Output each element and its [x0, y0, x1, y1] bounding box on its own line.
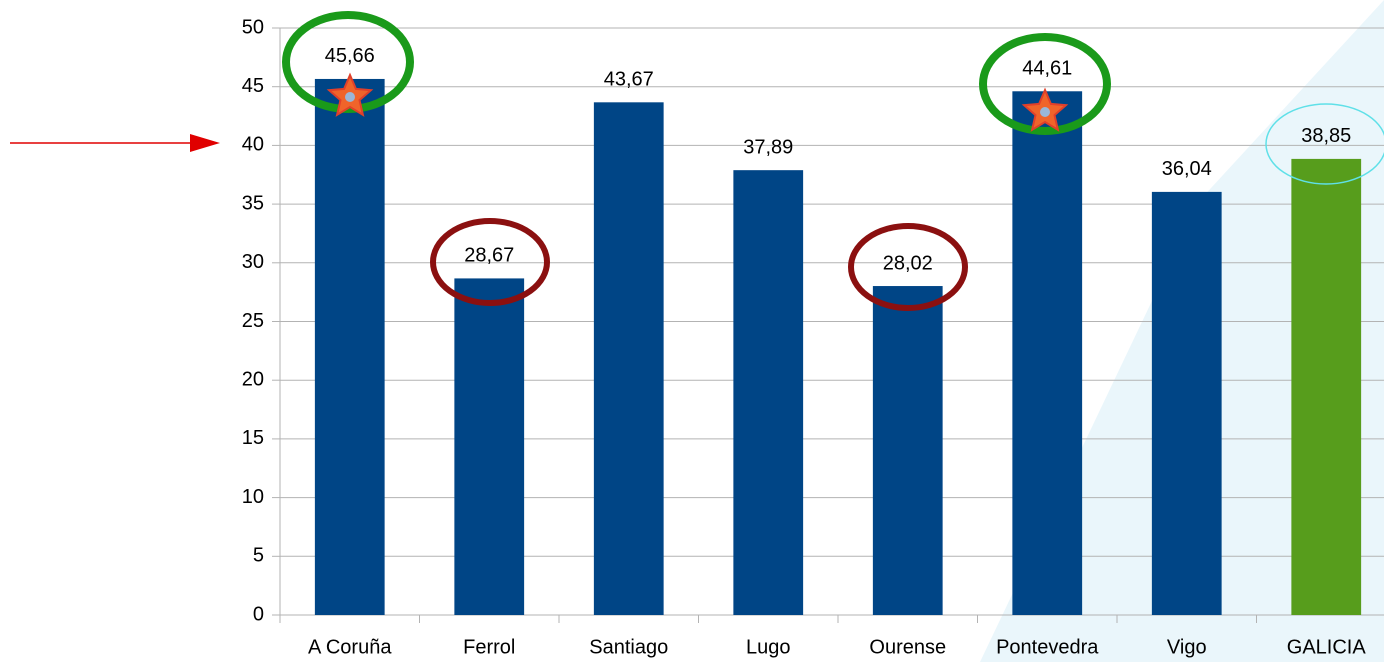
star-center: [1040, 107, 1050, 117]
bar: [1291, 158, 1362, 615]
x-tick-label: Ferrol: [463, 636, 515, 658]
data-label: 38,85: [1301, 125, 1351, 147]
bar: [733, 170, 804, 616]
y-tick-label: 20: [242, 368, 264, 390]
star: [1021, 87, 1069, 132]
highlight-ellipse: [430, 218, 550, 306]
y-tick-label: 30: [242, 251, 264, 273]
y-tick-label: 35: [242, 192, 264, 214]
data-label: 28,02: [883, 252, 933, 274]
star: [326, 72, 374, 117]
star-center: [345, 92, 355, 102]
x-tick-label: Vigo: [1167, 636, 1207, 658]
data-label: 36,04: [1162, 158, 1212, 180]
highlight-ellipse: [979, 33, 1111, 135]
y-tick-label: 0: [253, 603, 264, 625]
y-tick-label: 50: [242, 16, 264, 38]
y-tick-label: 10: [242, 486, 264, 508]
data-label: 44,61: [1022, 58, 1072, 80]
plot-area: 0 5 10 15 20 25 30 35 40 45 50 A Coruña 45,66 Ferrol 2…: [242, 16, 1384, 658]
x-tick-label: Ourense: [869, 636, 946, 658]
y-tick-label: 45: [242, 75, 264, 97]
bar: [1151, 191, 1222, 616]
bar: [1012, 91, 1083, 615]
x-tick-label: Pontevedra: [996, 636, 1099, 658]
data-label: 45,66: [325, 45, 375, 67]
data-label: 37,89: [743, 136, 793, 158]
annotations: [10, 11, 1384, 311]
data-label: 28,67: [464, 245, 514, 267]
y-tick-label: 40: [242, 134, 264, 156]
y-tick-label: 25: [242, 310, 264, 332]
x-tick-label: Lugo: [746, 636, 791, 658]
highlight-ellipse: [848, 223, 968, 311]
arrow-head: [190, 134, 220, 152]
y-tick-label: 5: [253, 545, 264, 567]
data-label: 43,67: [604, 69, 654, 91]
bar: [454, 278, 525, 615]
bar: [593, 102, 664, 615]
y-tick-label: 15: [242, 427, 264, 449]
highlight-ellipse: [1265, 103, 1384, 185]
x-tick-label: GALICIA: [1287, 636, 1367, 658]
x-tick-label: A Coruña: [308, 636, 392, 658]
bar: [872, 286, 943, 615]
bar: [314, 78, 385, 615]
x-tick-label: Santiago: [589, 636, 668, 658]
